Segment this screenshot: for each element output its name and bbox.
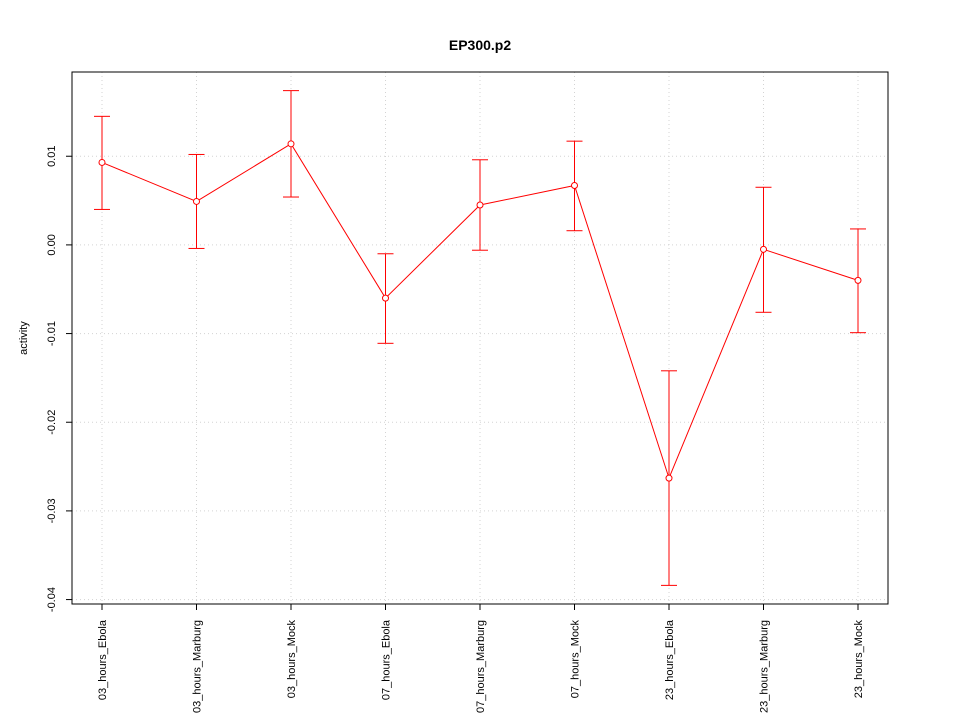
- x-axis: 03_hours_Ebola 03_hours_Marburg 03_hours_M…: [97, 603, 865, 713]
- y-tick-label: 0.01: [46, 146, 58, 167]
- data-point: [571, 181, 578, 189]
- x-tick-label: 03_hours_Ebola: [97, 619, 109, 700]
- grid-layer: [72, 72, 888, 604]
- y-tick-label: -0.01: [46, 321, 58, 346]
- data-point: [665, 474, 673, 482]
- data-point: [476, 201, 484, 209]
- x-tick-label: 23_hours_Marburg: [759, 620, 771, 713]
- y-axis-label: activity: [18, 321, 30, 355]
- data-point: [98, 158, 106, 166]
- data-point: [760, 245, 767, 253]
- data-point: [854, 276, 862, 284]
- x-tick-label: 23_hours_Mock: [853, 620, 865, 699]
- x-tick-label: 07_hours_Ebola: [381, 619, 393, 700]
- data-point: [287, 140, 295, 148]
- x-tick-label: 03_hours_Mock: [286, 620, 298, 699]
- y-axis: -0.04 -0.03 -0.02 -0.01 0.00 0.01: [46, 146, 72, 612]
- chart-title: EP300.p2: [449, 37, 511, 53]
- y-tick-label: -0.02: [46, 410, 58, 435]
- x-tick-label: 07_hours_Marburg: [475, 620, 487, 713]
- y-tick-label: -0.04: [46, 587, 58, 612]
- x-tick-label: 07_hours_Mock: [570, 620, 582, 699]
- y-tick-label: -0.03: [46, 498, 58, 523]
- data-point: [193, 197, 200, 205]
- x-tick-label: 03_hours_Marburg: [192, 620, 204, 713]
- x-tick-label: 23_hours_Ebola: [664, 619, 676, 700]
- series-layer: [94, 90, 866, 586]
- data-point: [382, 294, 389, 302]
- y-tick-label: 0.00: [46, 234, 58, 255]
